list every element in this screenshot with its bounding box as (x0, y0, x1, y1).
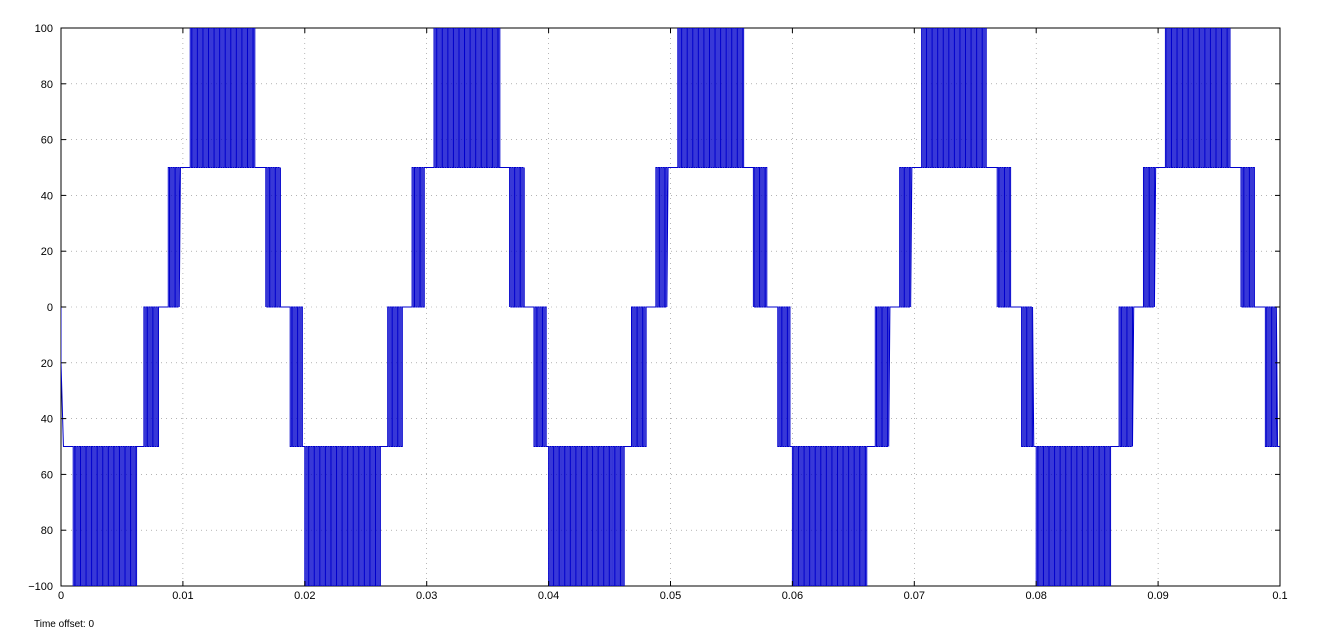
x-tick-label: 0.06 (782, 590, 803, 602)
x-tick-label: 0.04 (538, 590, 559, 602)
x-tick-label: 0.09 (1147, 590, 1168, 602)
y-axis-ticks: −100 80 60 40 20 0 20 40 60 80 100 (28, 23, 1280, 593)
x-tick-label: 0.02 (294, 590, 315, 602)
y-tick-label: 40 (41, 414, 53, 426)
series-line (61, 28, 1280, 586)
series-voltage-waveform (61, 28, 1280, 586)
time-offset-label: Time offset: 0 (34, 619, 95, 630)
x-tick-label: 0.07 (904, 590, 925, 602)
y-tick-label: 20 (41, 358, 53, 370)
x-tick-label: 0.08 (1025, 590, 1046, 602)
y-tick-label: 60 (41, 469, 53, 481)
y-tick-label: −100 (28, 581, 53, 593)
y-tick-label: 80 (41, 525, 53, 537)
x-tick-label: 0.03 (416, 590, 437, 602)
y-tick-label: 60 (41, 135, 53, 147)
x-tick-label: 0 (58, 590, 64, 602)
x-tick-label: 0.01 (172, 590, 193, 602)
y-tick-label: 20 (41, 246, 53, 258)
y-tick-label: 80 (41, 79, 53, 91)
x-tick-label: 0.05 (660, 590, 681, 602)
y-tick-label: 40 (41, 190, 53, 202)
y-tick-label: 0 (47, 302, 53, 314)
y-tick-label: 100 (35, 23, 53, 35)
x-tick-label: 0.1 (1272, 590, 1287, 602)
x-axis-ticks: 0 0.01 0.02 0.03 0.04 0.05 0.06 0.07 0.08 0.09 0.1 (58, 28, 1288, 602)
